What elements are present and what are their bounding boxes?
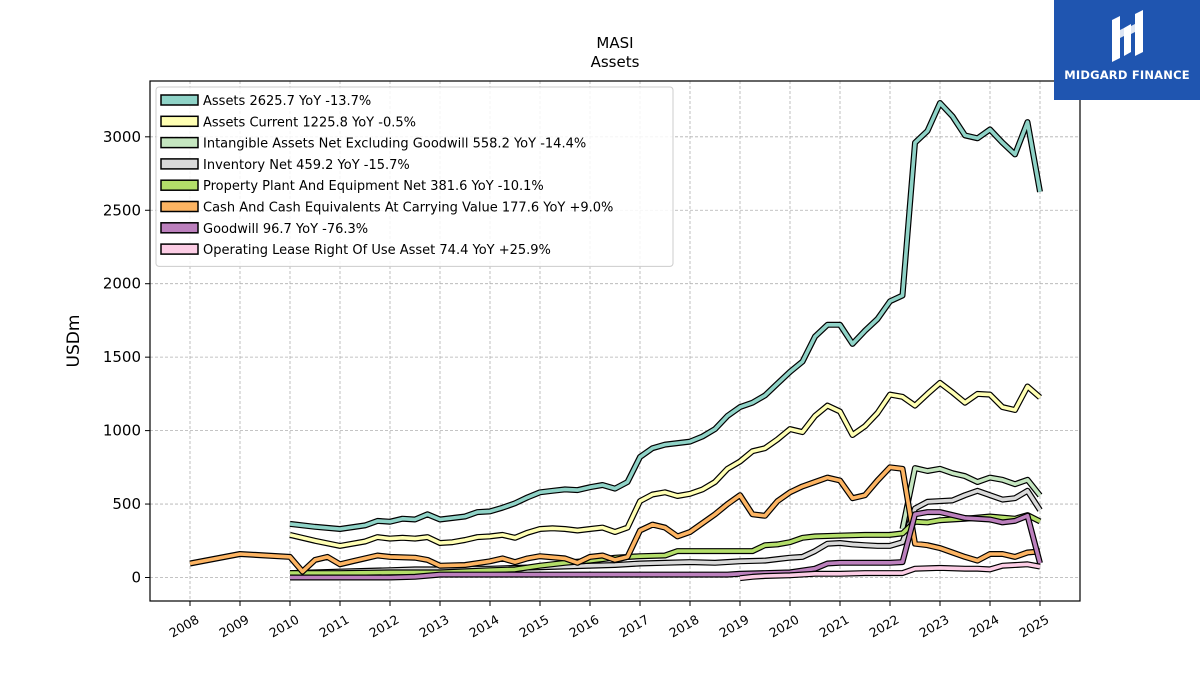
y-tick-label: 1500 [103,348,141,366]
legend-entry: Assets Current 1225.8 YoY -0.5% [203,115,416,130]
legend-entry: Operating Lease Right Of Use Asset 74.4 … [203,243,551,258]
chart-subtitle: Assets [591,53,640,71]
x-tick-label: 2023 [916,612,951,641]
series-3 [289,487,1043,577]
legend-entry: Intangible Assets Net Excluding Goodwill… [203,137,586,152]
y-tick-label: 3000 [103,128,141,146]
series-lines [189,100,1043,582]
y-tick-label: 2500 [103,201,141,219]
legend-swatch [160,158,199,170]
x-tick-label: 2012 [366,612,401,641]
series-2 [899,465,1043,530]
series-line [189,465,1041,574]
series-7 [739,561,1041,582]
legend-swatch [160,222,199,234]
legend-swatch [160,179,199,191]
x-tick-label: 2013 [416,612,451,641]
legend-swatch [160,243,199,255]
y-tick-label: 2000 [103,275,141,293]
x-tick-label: 2014 [466,612,501,641]
series-line [289,101,1042,531]
series-line [900,466,1042,530]
x-tick-label: 2024 [966,612,1001,641]
legend-swatch [160,94,199,106]
x-tick-label: 2011 [316,612,351,641]
legend-swatch [160,115,199,128]
y-axis-label: USDm [64,315,84,368]
x-tick-label: 2018 [666,612,701,641]
x-tick-label: 2008 [166,612,201,641]
series-line [290,510,1042,580]
legend-swatch [160,200,199,213]
series-1 [289,379,1042,549]
series-line [289,381,1042,548]
x-axis-ticks: 2008 2009 2010 2011 2012 2013 2014 2015 2016 2017… [166,601,1052,641]
x-tick-label: 2025 [1016,612,1051,641]
series-5 [189,464,1041,575]
brand-name: MIDGARD FINANCE [1064,68,1190,82]
x-tick-label: 2022 [866,612,901,641]
chart-title: MASI [596,34,633,52]
y-axis-ticks: 0 500 1000 1500 2000 2500 3000 [103,128,150,586]
series-0 [289,100,1043,532]
series-4 [290,512,1042,577]
x-tick-label: 2009 [216,612,251,641]
x-tick-label: 2016 [566,612,601,641]
legend-entry: Cash And Cash Equivalents At Carrying Va… [203,201,613,216]
legend-entry: Inventory Net 459.2 YoY -15.7% [203,158,410,173]
x-tick-label: 2015 [516,612,551,641]
y-tick-label: 1000 [103,422,141,440]
x-tick-label: 2020 [766,612,801,641]
x-tick-label: 2010 [266,612,301,641]
midgard-logo-icon [1112,10,1143,62]
y-tick-label: 500 [112,495,141,513]
plot-frame [149,80,1081,602]
y-tick-label: 0 [131,568,141,586]
legend-entry: Assets 2625.7 YoY -13.7% [203,94,371,109]
x-tick-label: 2019 [716,612,751,641]
legend: Assets 2625.7 YoY -13.7% Assets Current 1… [155,86,674,267]
legend-entry: Goodwill 96.7 YoY -76.3% [203,222,368,237]
legend-box [155,86,674,267]
series-line [739,562,1041,580]
legend-entry: Property Plant And Equipment Net 381.6 Y… [203,179,544,194]
series-line [290,513,1041,575]
series-6 [290,509,1043,581]
x-tick-label: 2017 [616,612,651,641]
brand-logo: MIDGARD FINANCE [1054,0,1200,100]
x-tick-label: 2021 [816,612,851,641]
legend-swatch [160,136,199,149]
